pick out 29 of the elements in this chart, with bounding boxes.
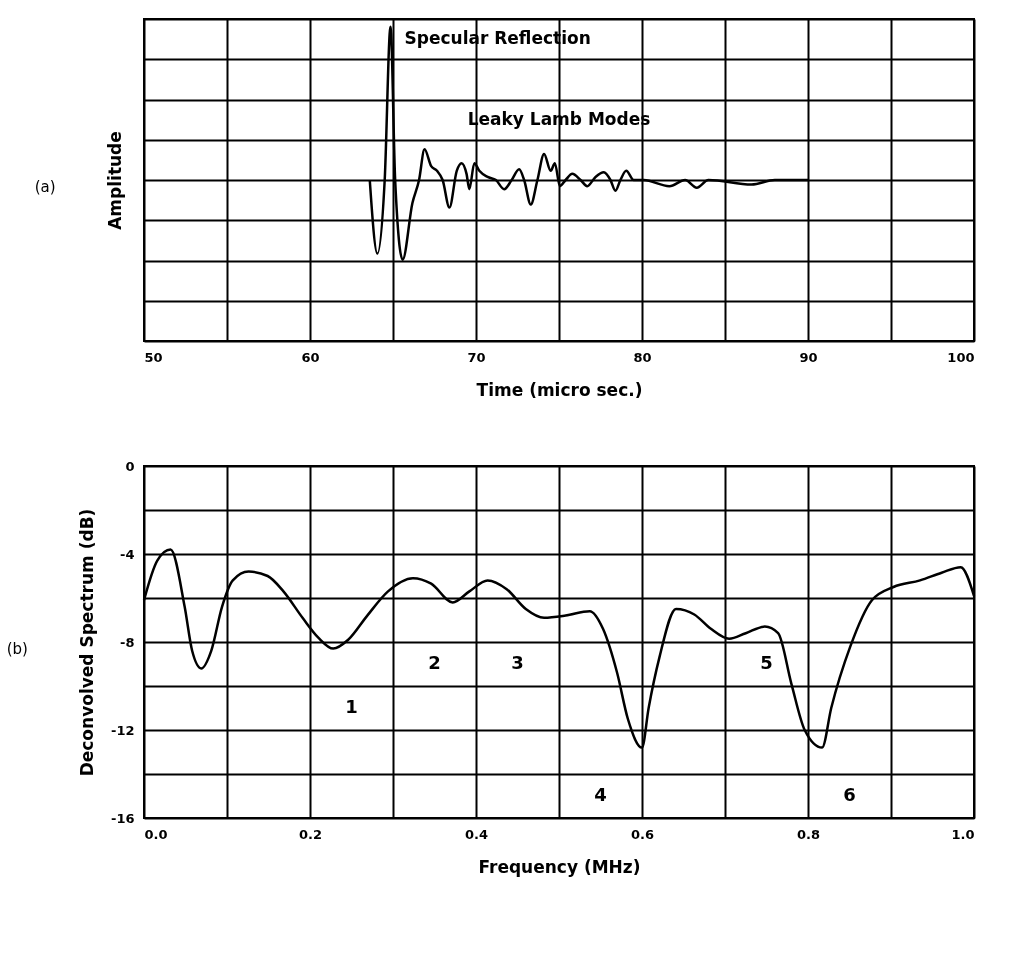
x-tick-label: 0.2 <box>298 826 323 842</box>
x-axis-title: Time (micro sec.) <box>476 379 643 400</box>
y-tick-label: -12 <box>111 722 135 738</box>
annotation: 3 <box>511 652 524 673</box>
y-tick-label: -16 <box>111 810 135 826</box>
x-tick-label: 0.6 <box>630 826 655 842</box>
y-tick-label: -4 <box>120 546 135 562</box>
x-tick-label: 0.4 <box>464 826 489 842</box>
annotation: 4 <box>594 784 607 805</box>
x-tick-label: 1.0 <box>951 826 975 842</box>
text: (a) <box>34 178 56 196</box>
x-tick-label: 70 <box>467 349 486 365</box>
y-axis-title: Amplitude <box>104 131 125 230</box>
y-axis-title: Deconvolved Spectrum (dB) <box>77 508 98 777</box>
x-tick-label: 90 <box>799 349 818 365</box>
x-tick-label: 60 <box>301 349 320 365</box>
annotation: 1 <box>345 696 358 717</box>
y-tick-label: 0 <box>125 458 135 474</box>
x-tick-label: 0.8 <box>796 826 821 842</box>
y-tick-label: -8 <box>120 634 135 650</box>
x-axis-title: Frequency (MHz) <box>478 856 641 877</box>
annotation: 5 <box>760 652 773 673</box>
annotation: 2 <box>428 652 441 673</box>
x-tick-label: 80 <box>633 349 652 365</box>
text: (b) <box>6 640 28 658</box>
x-tick-label: 0.0 <box>144 826 168 842</box>
annotation: 6 <box>843 784 856 805</box>
x-tick-label: 100 <box>947 349 975 365</box>
x-tick-label: 50 <box>144 349 163 365</box>
